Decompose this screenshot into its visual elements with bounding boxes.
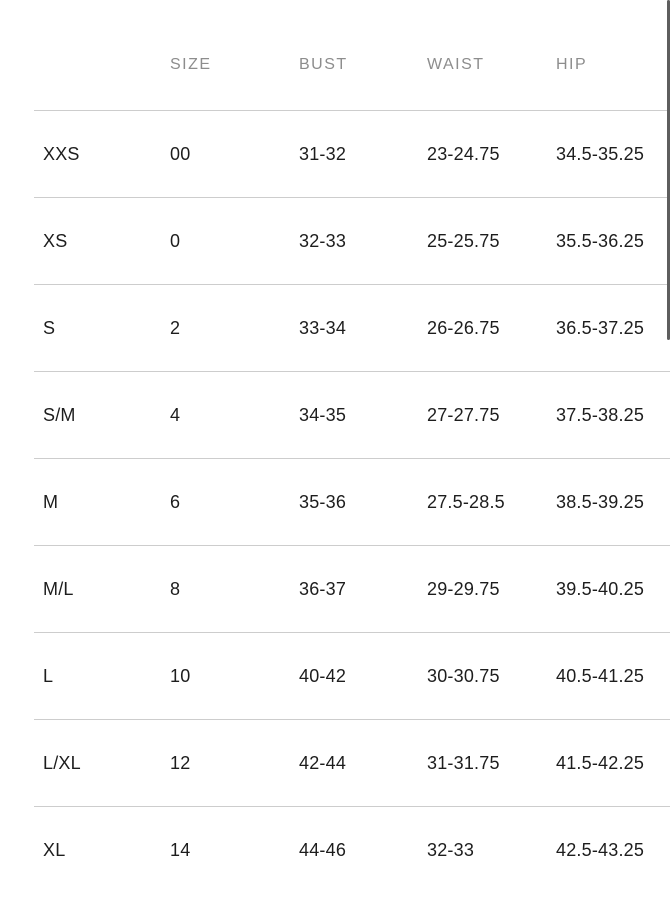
size-name-cell: M: [43, 491, 59, 512]
bust-cell: 35-36: [299, 491, 347, 512]
size-number-cell: 12: [170, 752, 191, 773]
size-number-cell: 10: [170, 665, 191, 686]
hip-cell: 38.5-39.25: [556, 491, 645, 512]
table-row: L/XL 12 42-44 31-31.75 41.5-42.25: [34, 719, 670, 806]
column-header-waist: WAIST: [427, 56, 485, 73]
waist-cell: 27.5-28.5: [427, 491, 505, 512]
vertical-scrollbar-thumb[interactable]: [667, 0, 670, 340]
waist-cell: 23-24.75: [427, 143, 500, 164]
table-body: XXS 00 31-32 23-24.75 34.5-35.25 XS 0 32…: [34, 110, 670, 893]
bust-cell: 44-46: [299, 839, 347, 860]
bust-cell: 42-44: [299, 752, 347, 773]
hip-cell: 39.5-40.25: [556, 578, 645, 599]
size-name-cell: XS: [43, 230, 68, 251]
bust-cell: 33-34: [299, 317, 347, 338]
hip-cell: 34.5-35.25: [556, 143, 645, 164]
waist-cell: 30-30.75: [427, 665, 500, 686]
waist-cell: 26-26.75: [427, 317, 500, 338]
waist-cell: 29-29.75: [427, 578, 500, 599]
column-header-bust: BUST: [299, 56, 348, 73]
size-name-cell: XXS: [43, 143, 80, 164]
size-number-cell: 00: [170, 143, 191, 164]
size-name-cell: S/M: [43, 404, 76, 425]
hip-cell: 42.5-43.25: [556, 839, 645, 860]
size-number-cell: 14: [170, 839, 191, 860]
size-name-cell: L: [43, 665, 54, 686]
size-name-cell: XL: [43, 839, 66, 860]
hip-cell: 40.5-41.25: [556, 665, 645, 686]
bust-cell: 36-37: [299, 578, 347, 599]
column-header-hip: HIP: [556, 56, 588, 73]
bust-cell: 31-32: [299, 143, 347, 164]
size-name-cell: S: [43, 317, 56, 338]
size-number-cell: 0: [170, 230, 181, 251]
table-row: L 10 40-42 30-30.75 40.5-41.25: [34, 632, 670, 719]
hip-cell: 37.5-38.25: [556, 404, 645, 425]
table-row: M/L 8 36-37 29-29.75 39.5-40.25: [34, 545, 670, 632]
size-number-cell: 4: [170, 404, 181, 425]
table-row: S/M 4 34-35 27-27.75 37.5-38.25: [34, 371, 670, 458]
waist-cell: 25-25.75: [427, 230, 500, 251]
column-header-size: SIZE: [170, 56, 212, 73]
table-row: M 6 35-36 27.5-28.5 38.5-39.25: [34, 458, 670, 545]
size-number-cell: 2: [170, 317, 181, 338]
table-row: S 2 33-34 26-26.75 36.5-37.25: [34, 284, 670, 371]
hip-cell: 35.5-36.25: [556, 230, 645, 251]
hip-cell: 41.5-42.25: [556, 752, 645, 773]
waist-cell: 32-33: [427, 839, 475, 860]
size-name-cell: M/L: [43, 578, 74, 599]
size-number-cell: 6: [170, 491, 181, 512]
bust-cell: 34-35: [299, 404, 347, 425]
hip-cell: 36.5-37.25: [556, 317, 645, 338]
bust-cell: 40-42: [299, 665, 347, 686]
table-row: XS 0 32-33 25-25.75 35.5-36.25: [34, 197, 670, 284]
size-name-cell: L/XL: [43, 752, 81, 773]
table-row: XL 14 44-46 32-33 42.5-43.25: [34, 806, 670, 893]
waist-cell: 27-27.75: [427, 404, 500, 425]
size-chart-table: SIZE BUST WAIST HIP XXS 00 31-32 23-24.7…: [34, 0, 670, 893]
table-row: XXS 00 31-32 23-24.75 34.5-35.25: [34, 110, 670, 197]
waist-cell: 31-31.75: [427, 752, 500, 773]
size-number-cell: 8: [170, 578, 181, 599]
bust-cell: 32-33: [299, 230, 347, 251]
table-header-row: SIZE BUST WAIST HIP: [34, 0, 670, 110]
